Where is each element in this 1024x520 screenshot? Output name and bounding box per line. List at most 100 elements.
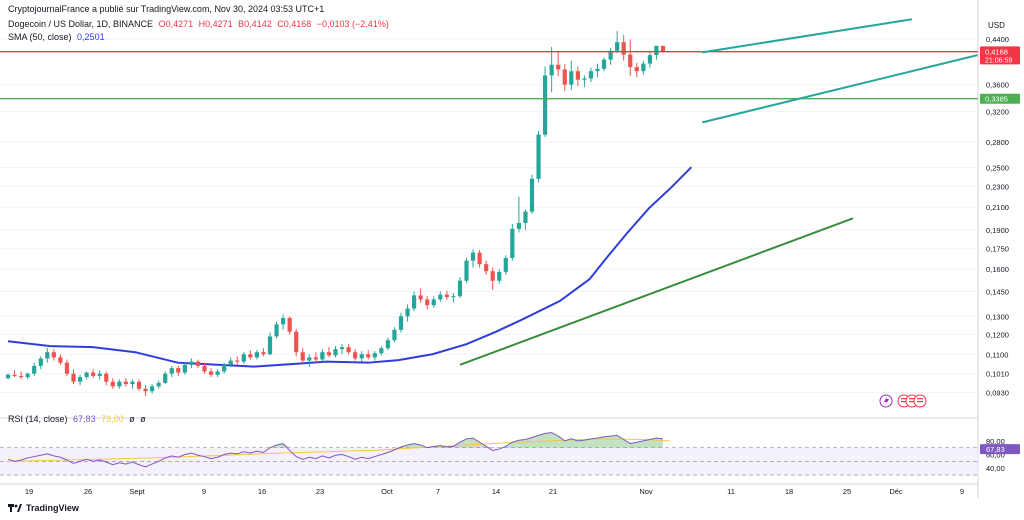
candle-body xyxy=(241,354,246,362)
candle-body xyxy=(516,222,521,229)
candle-body xyxy=(490,271,495,281)
candle-body xyxy=(202,365,207,372)
rsi-legend[interactable]: RSI (14, close) 67,83 73,00 ø ø xyxy=(8,414,146,424)
time-tick-label: Sept xyxy=(129,487,145,496)
price-tick-label: 0,0930 xyxy=(986,388,1009,397)
candle-body xyxy=(615,42,620,51)
candle-body xyxy=(523,211,528,223)
axes: 0,4400 0,3600 0,3200 0,2800 0,2500 0,2300 0,21… xyxy=(25,21,1020,496)
rsi-badge xyxy=(980,444,1020,455)
candle-body xyxy=(451,296,456,298)
candle-body xyxy=(136,381,142,389)
sma-legend[interactable]: SMA (50, close) 0,2501 xyxy=(8,32,108,42)
lightning-glyph-icon xyxy=(884,396,889,406)
candle-body xyxy=(647,55,652,64)
candle-body xyxy=(71,373,76,382)
tradingview-footer[interactable]: TradingView xyxy=(8,503,79,513)
candle-body xyxy=(222,364,227,372)
candle-body xyxy=(45,352,50,359)
symbol-line: Dogecoin / US Dollar, 1D, BINANCE O0,427… xyxy=(8,19,392,29)
candle-body xyxy=(484,264,489,272)
candle-body xyxy=(385,340,390,349)
trend-drawings xyxy=(0,18,978,366)
channel-lower-line xyxy=(702,54,978,124)
ohlc-close: C0,4168 xyxy=(277,19,312,29)
price-badge xyxy=(980,93,1020,104)
candle-body xyxy=(117,381,122,387)
candle-body xyxy=(130,381,135,385)
candle-body xyxy=(91,372,96,376)
candle-body xyxy=(470,252,476,261)
flag-stripe xyxy=(917,398,923,400)
candle-body xyxy=(156,382,161,387)
candle-body xyxy=(654,45,659,56)
flag-stripe xyxy=(909,398,915,400)
price-tick-label: 0,2100 xyxy=(986,203,1009,212)
price-tick-label: 0,3600 xyxy=(986,81,1009,90)
sma-line xyxy=(7,166,693,368)
candle-body xyxy=(195,361,201,366)
time-tick-label: 9 xyxy=(960,487,964,496)
candle-body xyxy=(163,373,168,383)
candle-body xyxy=(392,329,397,341)
candle-body xyxy=(274,324,279,337)
candle-body xyxy=(169,368,174,374)
flag-stripe xyxy=(909,401,915,403)
price-tick-label: 0,1200 xyxy=(986,330,1009,339)
time-tick-label: Nov xyxy=(639,487,653,496)
rsi-overbought-fill xyxy=(8,432,663,448)
price-tick-label: 0,2500 xyxy=(986,164,1009,173)
candle-body xyxy=(143,388,148,392)
candle-body xyxy=(326,352,332,356)
time-tick-label: 23 xyxy=(316,487,324,496)
candle-body xyxy=(182,364,187,373)
rsi-band xyxy=(0,447,978,475)
price-tick-label: 0,1100 xyxy=(986,350,1008,359)
time-tick-label: 19 xyxy=(25,487,33,496)
candle-body xyxy=(228,360,233,365)
ohlc-open: O0,4271 xyxy=(158,19,194,29)
flag-stripe xyxy=(917,401,923,403)
candle-body xyxy=(418,295,423,300)
rsi-pane xyxy=(0,432,978,476)
sma-value: 0,2501 xyxy=(77,32,105,42)
time-tick-label: 21 xyxy=(549,487,557,496)
price-tick-label: 0,2300 xyxy=(986,183,1009,192)
candle-body xyxy=(477,252,482,265)
rsi-ma-value: 73,00 xyxy=(101,414,124,424)
candle-body xyxy=(287,318,292,332)
tradingview-logo-icon xyxy=(8,504,22,512)
time-tick-label: 7 xyxy=(436,487,440,496)
candle-body xyxy=(254,352,259,358)
price-tick-label: 0,1010 xyxy=(986,370,1009,379)
candle-body xyxy=(333,349,338,356)
candle-body xyxy=(464,260,469,281)
rsi-label: RSI (14, close) xyxy=(8,414,68,424)
ohlc-change: −0,0103 (−2,41%) xyxy=(316,19,389,29)
ohlc-low: B0,4142 xyxy=(238,19,272,29)
candle-body xyxy=(497,271,502,281)
candle-body xyxy=(110,381,115,387)
price-tick-label: 0,3200 xyxy=(986,107,1009,116)
time-tick-label: Oct xyxy=(381,487,394,496)
candle-body xyxy=(660,45,666,52)
candle-body xyxy=(150,386,155,392)
time-tick-label: 16 xyxy=(258,487,266,496)
candle-body xyxy=(5,374,11,379)
rsi-value: 67,83 xyxy=(73,414,96,424)
candle-body xyxy=(281,318,286,325)
uptrend-support-line xyxy=(459,217,854,366)
candle-body xyxy=(339,347,345,350)
candle-body xyxy=(51,352,56,358)
ohlc-high: H0,4271 xyxy=(198,19,233,29)
rsi-tick-label: 80,00 xyxy=(986,437,1005,446)
channel-upper-line xyxy=(702,18,913,54)
price-badge-label: 0,3385 xyxy=(985,95,1008,104)
candle-body xyxy=(379,348,384,354)
price-tick-label: 0,4400 xyxy=(986,35,1009,44)
candle-body xyxy=(346,347,351,353)
candle-body xyxy=(313,357,318,360)
price-tick-label: 0,1750 xyxy=(986,245,1009,254)
candle-body xyxy=(438,294,443,300)
